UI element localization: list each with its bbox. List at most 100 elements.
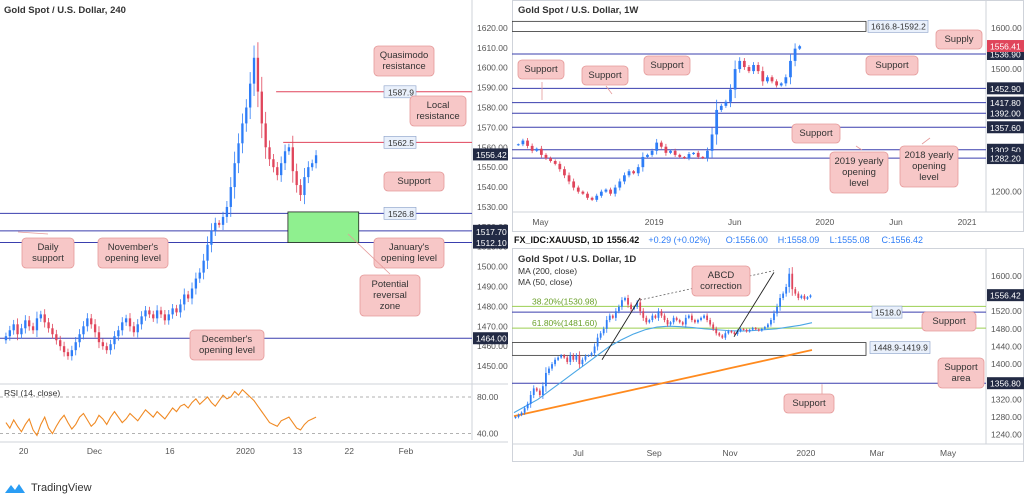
d1-candle — [715, 328, 718, 334]
w1-candle — [636, 167, 640, 174]
h4-candle — [276, 167, 279, 176]
d1-candle — [766, 324, 769, 328]
h4-candle — [8, 330, 11, 337]
w1-candle — [581, 191, 585, 194]
w1-candle — [539, 148, 543, 155]
d1-legend-ma50: MA (50, close) — [518, 277, 572, 287]
d1-candle — [770, 320, 772, 325]
h4-title: Gold Spot / U.S. Dollar, 240 — [4, 5, 126, 16]
d1-candle — [548, 368, 550, 373]
d1-candle — [678, 320, 681, 323]
w1-candle — [521, 140, 525, 145]
d1-candle — [794, 289, 797, 294]
d1-ytick: 1320.00 — [991, 394, 1022, 404]
h4-candle — [97, 332, 101, 343]
d1-candle — [581, 359, 584, 365]
h4-xtick: 22 — [345, 446, 355, 456]
d1-note-support-bottom-box — [783, 393, 835, 414]
rsi-line — [5, 388, 317, 437]
d1-xtick: Nov — [722, 448, 738, 458]
w1-note-pointer — [921, 137, 931, 145]
w1-note-support-mid-box — [581, 65, 629, 86]
w1-note-2019-open-box — [829, 151, 889, 194]
d1-candle — [733, 332, 736, 335]
w1-note-2019-open-text: opening — [842, 167, 876, 178]
w1-xtick: 2019 — [645, 217, 664, 227]
h4-candle — [198, 272, 201, 279]
d1-axis-tag: 1356.80 — [990, 379, 1021, 389]
h4-note-support-box — [383, 171, 445, 192]
h4-candle — [287, 147, 291, 152]
h4-ytick: 1580.00 — [477, 103, 508, 113]
d1-candle — [523, 408, 526, 413]
h4-note-january-open-box — [373, 237, 445, 269]
h4-reversal-zone — [287, 211, 360, 243]
w1-candle — [618, 181, 622, 188]
w1-ytick: 1500.00 — [991, 64, 1022, 74]
h4-note-reversal-zone-text: zone — [380, 301, 401, 312]
w1-note-2019-open-text: level — [849, 178, 869, 189]
h4-candle — [90, 318, 93, 325]
d1-candle — [657, 311, 660, 318]
d1-candle — [611, 315, 614, 318]
h4-candle — [175, 308, 178, 313]
d1-candle — [782, 293, 785, 298]
d1-abcd-leg-a — [601, 297, 641, 360]
w1-candle — [738, 60, 742, 70]
d1-candle — [809, 295, 812, 298]
h4-ytick: 1490.00 — [477, 282, 508, 292]
d1-candle — [800, 295, 803, 298]
h4-axis-tag-bg — [473, 236, 508, 249]
h4-candle — [163, 314, 167, 321]
h4-candle — [93, 324, 97, 333]
w1-last-price-bg — [987, 40, 1024, 53]
h4-level-label: 1587.9 — [388, 87, 414, 97]
d1-candle — [551, 364, 553, 369]
d1-note-support-area-text: Support — [944, 362, 978, 373]
w1-candle — [586, 193, 589, 198]
d1-candle — [724, 333, 727, 338]
h4-candle — [179, 304, 182, 313]
h4-note-local-resistance-box — [409, 95, 467, 127]
w1-candle — [650, 150, 654, 155]
h4-candle — [241, 123, 244, 144]
w1-candle — [779, 83, 783, 86]
h4-ytick: 1450.00 — [477, 361, 508, 371]
h4-candle — [31, 326, 35, 331]
d1-header-symbol: FX_IDC:XAUUSD, 1D — [514, 235, 604, 245]
d1-candle — [572, 355, 575, 360]
w1-axis-tag-bg — [987, 121, 1024, 134]
h4-note-december-open-text: opening level — [199, 345, 255, 356]
w1-note-2019-open-text: 2019 yearly — [834, 156, 883, 167]
d1-candle — [773, 313, 775, 321]
h4-candle — [252, 57, 256, 84]
d1-ytick: 1440.00 — [991, 342, 1022, 352]
w1-candle — [752, 64, 755, 72]
h4-candle — [124, 318, 128, 323]
d1-support-label: 1448.9-1419.9 — [873, 343, 928, 353]
w1-axis-tag-bg — [987, 82, 1024, 95]
d1-candle — [706, 315, 709, 321]
h4-candle — [144, 310, 147, 317]
d1-candle — [757, 329, 760, 331]
w1-axis-tag-bg — [987, 107, 1024, 120]
d1-ytick: 1520.00 — [991, 306, 1022, 316]
w1-candle — [715, 109, 719, 135]
h4-note-pointer — [17, 231, 49, 235]
w1-candle — [747, 67, 751, 72]
h4-level-label: 1526.8 — [388, 209, 414, 219]
w1-candle — [706, 150, 709, 159]
w1-candle — [641, 156, 645, 168]
w1-note-2018-open-text: 2018 yearly — [904, 150, 953, 161]
h4-candle — [105, 346, 108, 351]
d1-candle — [526, 403, 529, 409]
w1-candle — [798, 46, 802, 49]
h4-note-quasimodo-text: Quasimodo — [380, 50, 429, 61]
d1-candle — [654, 315, 657, 318]
h4-candle — [206, 244, 209, 261]
h4-ytick: 1530.00 — [477, 202, 508, 212]
d1-candle — [660, 311, 663, 316]
h4-note-support-text: Support — [397, 176, 431, 187]
h4-note-quasimodo-text: resistance — [382, 61, 425, 72]
h4-candle — [86, 318, 89, 327]
